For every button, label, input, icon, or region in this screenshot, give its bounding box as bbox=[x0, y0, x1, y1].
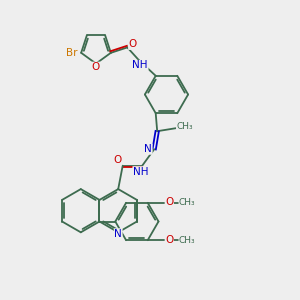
Text: CH₃: CH₃ bbox=[179, 236, 196, 245]
Text: N: N bbox=[114, 229, 122, 239]
Text: O: O bbox=[165, 235, 173, 244]
Text: CH₃: CH₃ bbox=[176, 122, 193, 131]
Text: O: O bbox=[113, 155, 122, 165]
Text: NH: NH bbox=[133, 60, 148, 70]
Text: O: O bbox=[165, 197, 173, 207]
Text: NH: NH bbox=[133, 167, 148, 177]
Text: O: O bbox=[92, 62, 100, 72]
Text: Br: Br bbox=[66, 48, 78, 58]
Text: O: O bbox=[129, 39, 137, 50]
Text: N: N bbox=[144, 144, 152, 154]
Text: CH₃: CH₃ bbox=[179, 198, 196, 207]
